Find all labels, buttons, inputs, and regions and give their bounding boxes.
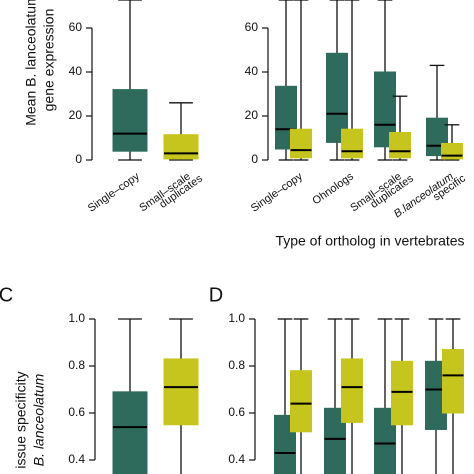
y-tick-label-a: 60 (69, 20, 83, 34)
y-tick-label-a: 40 (69, 64, 83, 78)
box-olive (389, 132, 411, 159)
y-tick-label-c: 0.6 (68, 405, 85, 419)
box-teal (374, 71, 396, 148)
box-olive (290, 370, 312, 433)
y-tick-label-d: 1.0 (228, 311, 245, 325)
y-tick-label-b: 40 (245, 64, 259, 78)
y-tick-label-a: 0 (75, 152, 82, 166)
box-olive (290, 128, 312, 159)
y-axis-title: issue specificity (13, 371, 29, 468)
y-tick-label-b: 60 (245, 20, 259, 34)
box-olive (341, 358, 363, 423)
y-tick-label-d: 0.4 (228, 452, 245, 466)
y-tick-label-c: 0.4 (68, 452, 85, 466)
x-category-label: Single–copy (249, 170, 305, 214)
x-category-label: Ohnologs (310, 170, 356, 207)
x-axis-title: Type of ortholog in vertebrates (275, 233, 464, 249)
y-tick-label-d: 0.8 (228, 358, 245, 372)
box-teal (112, 89, 148, 152)
y-axis-title: B. lanceolatum (31, 373, 47, 466)
box-olive (163, 134, 199, 160)
box-teal (326, 52, 348, 143)
panel-label: C (0, 284, 13, 306)
y-tick-label-a: 20 (69, 108, 83, 122)
y-tick-label-c: 0.8 (68, 358, 85, 372)
y-tick-label-d: 0.6 (228, 405, 245, 419)
box-olive (391, 360, 413, 426)
y-axis-title: gene expression (41, 9, 57, 112)
box-teal (112, 391, 148, 474)
y-tick-label-b: 0 (251, 152, 258, 166)
y-tick-label-b: 20 (245, 108, 259, 122)
y-tick-label-c: 1.0 (68, 311, 85, 325)
x-category-label: Single–copy (86, 170, 142, 214)
panel-label: D (209, 284, 223, 306)
box-olive (163, 358, 199, 426)
box-olive (442, 349, 464, 414)
y-axis-title: Mean B. lanceolatum (23, 0, 39, 126)
box-olive (341, 128, 363, 159)
